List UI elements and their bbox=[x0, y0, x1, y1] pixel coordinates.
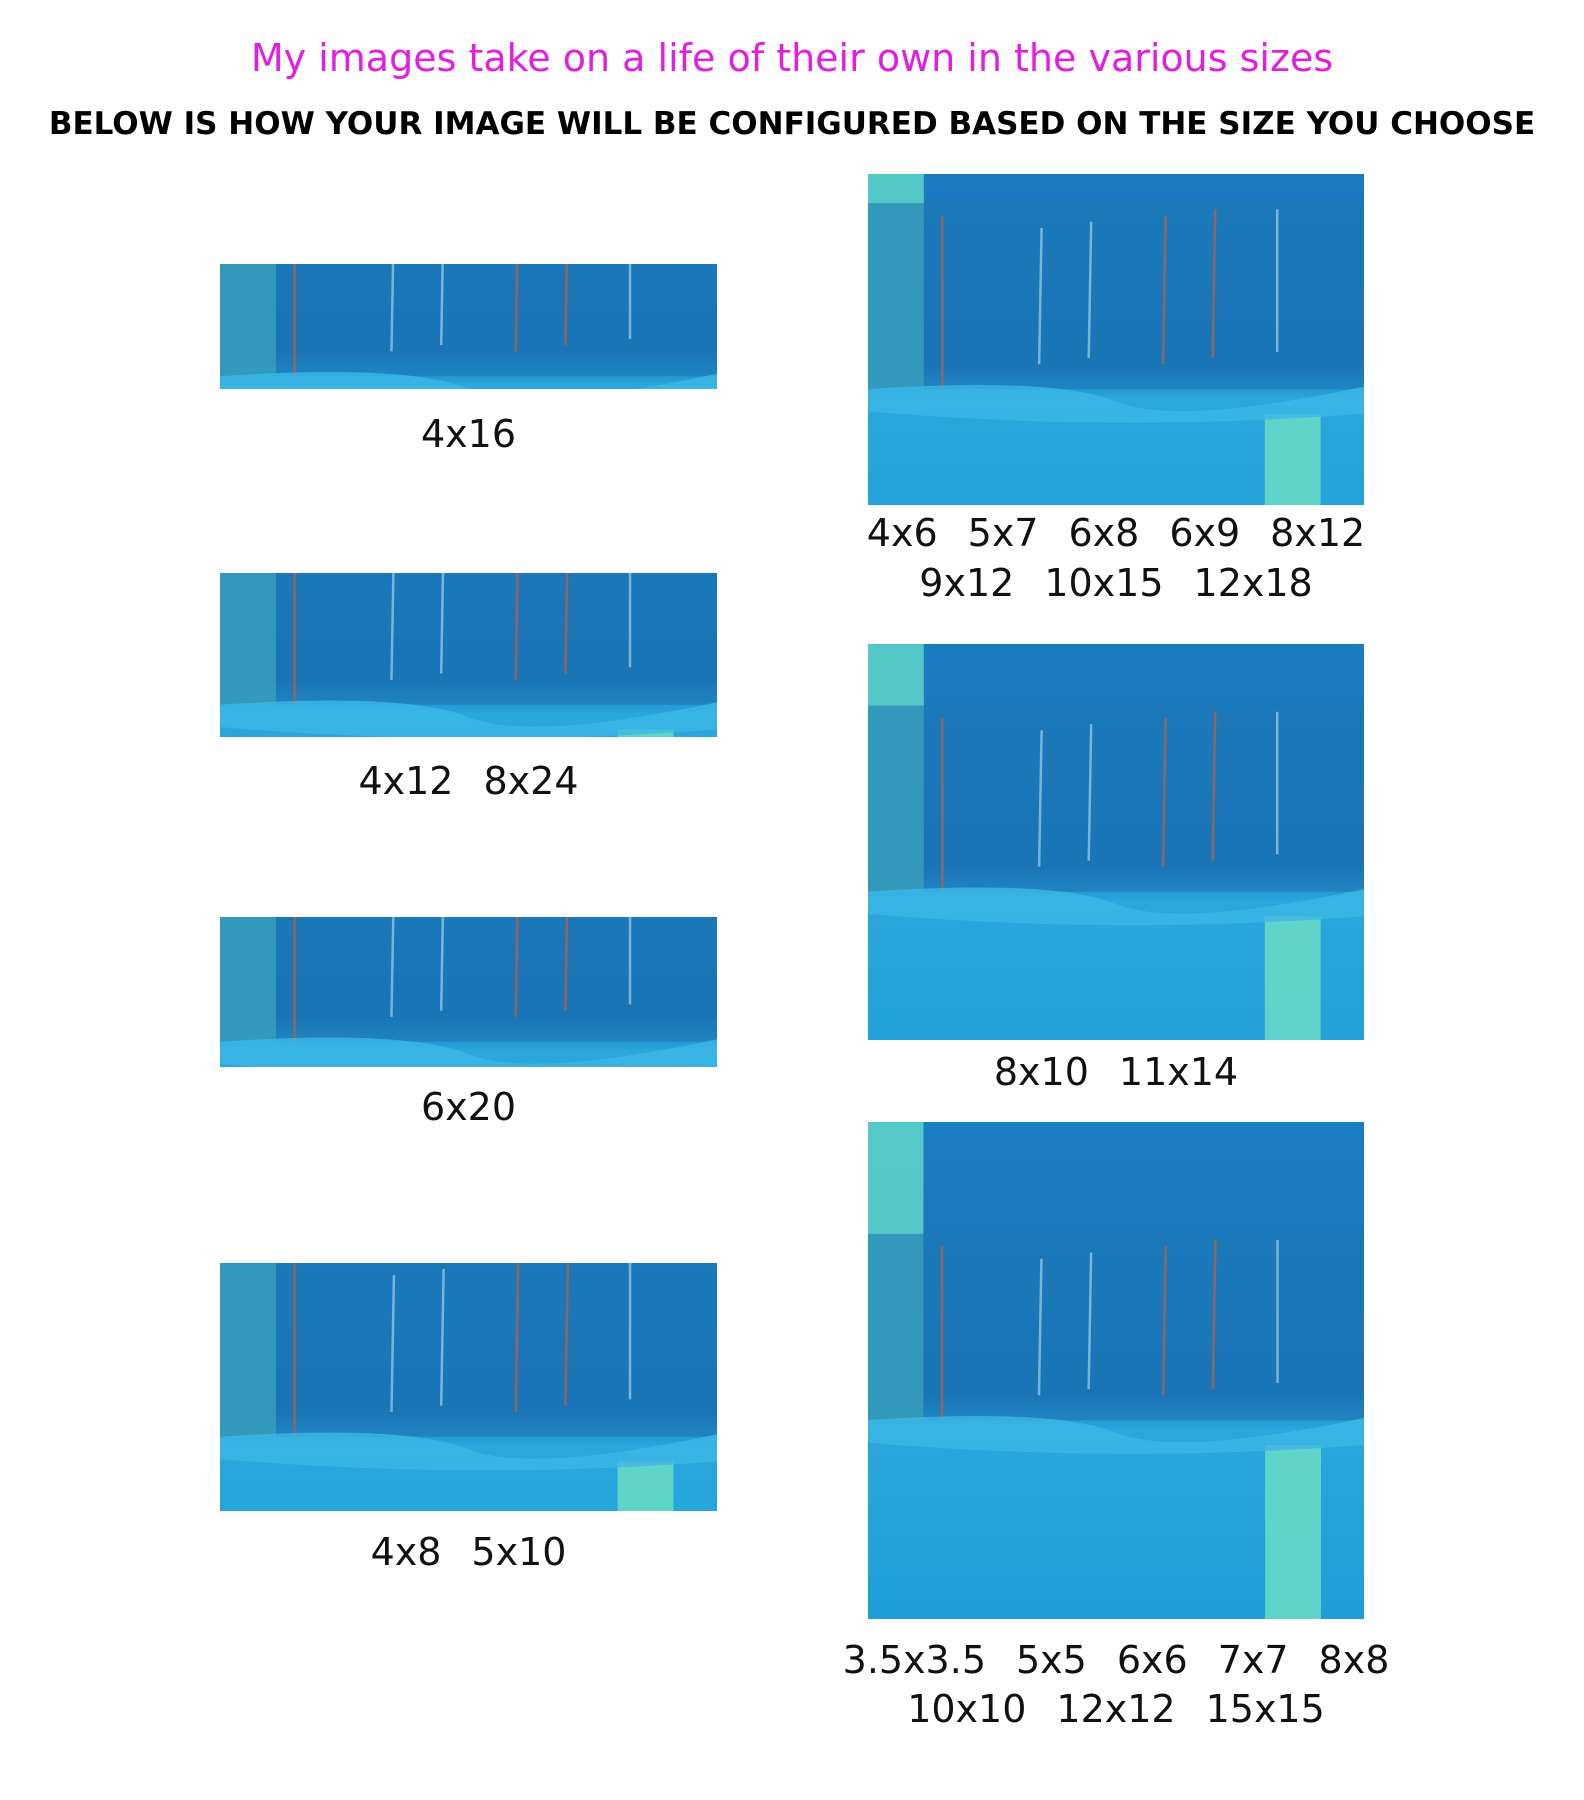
size-label: 10x15 bbox=[1044, 561, 1164, 605]
size-label: 4x8 bbox=[370, 1530, 442, 1574]
size-label-row: 4x12 8x24 bbox=[220, 759, 717, 803]
size-preview-image bbox=[868, 1122, 1364, 1619]
size-label: 12x18 bbox=[1193, 561, 1313, 605]
size-label: 11x14 bbox=[1118, 1050, 1239, 1094]
size-label-row: 4x8 5x10 bbox=[220, 1530, 717, 1574]
size-label: 5x7 bbox=[967, 511, 1039, 555]
size-label-row: 8x10 11x14 bbox=[868, 1050, 1364, 1094]
size-preview-image bbox=[220, 264, 717, 389]
subtitle: BELOW IS HOW YOUR IMAGE WILL BE CONFIGUR… bbox=[48, 106, 1536, 142]
size-label: 8x8 bbox=[1318, 1638, 1390, 1682]
size-label: 3.5x3.5 bbox=[842, 1638, 986, 1682]
size-label: 5x5 bbox=[1016, 1638, 1087, 1682]
size-label: 4x16 bbox=[420, 412, 517, 456]
size-preview-image bbox=[220, 573, 717, 737]
size-label-row: 4x6 5x7 6x8 6x9 8x12 bbox=[866, 511, 1366, 555]
size-label: 6x6 bbox=[1116, 1638, 1188, 1682]
size-label: 9x12 bbox=[919, 561, 1015, 605]
size-label: 8x10 bbox=[993, 1050, 1089, 1094]
size-label: 12x12 bbox=[1056, 1687, 1176, 1731]
size-label-row: 6x20 bbox=[220, 1085, 717, 1129]
size-preview-image bbox=[220, 917, 717, 1067]
size-label: 6x9 bbox=[1169, 511, 1241, 555]
size-label: 8x12 bbox=[1270, 511, 1366, 555]
size-label: 7x7 bbox=[1217, 1638, 1289, 1682]
size-label-row: 3.5x3.5 5x5 6x6 7x7 8x8 bbox=[843, 1638, 1390, 1682]
size-label-row: 4x16 bbox=[220, 412, 717, 456]
size-preview-image bbox=[868, 174, 1364, 505]
size-label-row: 9x12 10x15 12x18 bbox=[868, 561, 1364, 605]
size-preview-image bbox=[868, 644, 1364, 1040]
size-preview-image bbox=[220, 1263, 717, 1511]
size-label: 15x15 bbox=[1205, 1687, 1325, 1731]
size-label: 5x10 bbox=[471, 1530, 567, 1574]
size-label: 8x24 bbox=[483, 759, 579, 803]
size-label-row: 10x10 12x12 15x15 bbox=[868, 1687, 1364, 1731]
size-label: 10x10 bbox=[907, 1687, 1027, 1731]
size-label: 6x20 bbox=[420, 1085, 517, 1129]
size-label: 4x12 bbox=[358, 759, 454, 803]
size-label: 6x8 bbox=[1068, 511, 1140, 555]
size-label: 4x6 bbox=[866, 511, 938, 555]
title: My images take on a life of their own in… bbox=[250, 36, 1334, 80]
